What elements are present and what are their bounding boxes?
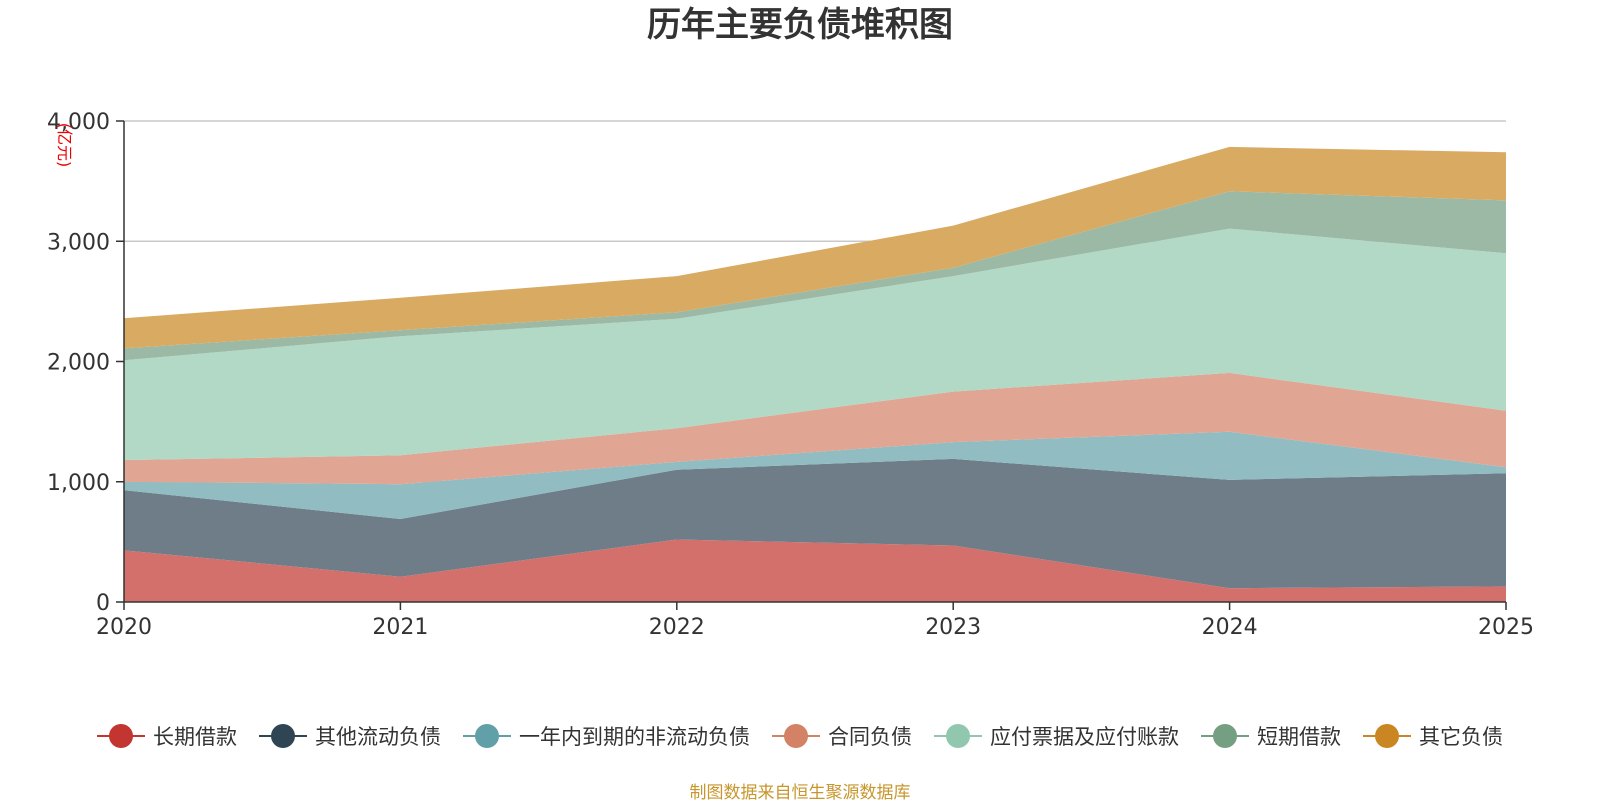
- point-series-6-2023: [951, 224, 955, 228]
- legend-marker-icon: [1201, 724, 1249, 748]
- legend-label: 短期借款: [1257, 725, 1341, 749]
- area-series-4: [124, 228, 1506, 461]
- legend-label: 应付票据及应付账款: [990, 725, 1179, 749]
- legend-item-4[interactable]: 应付票据及应付账款: [934, 721, 1179, 751]
- y-tick-label: 1,000: [47, 471, 110, 496]
- legend-item-1[interactable]: 其他流动负债: [259, 721, 441, 751]
- x-tick-label: 2020: [96, 615, 152, 640]
- legend-marker-icon: [772, 724, 820, 748]
- y-unit-label: (亿元): [55, 123, 74, 168]
- legend-label: 合同负债: [828, 725, 912, 749]
- legend-item-3[interactable]: 合同负债: [772, 721, 912, 751]
- area-series-1: [124, 458, 1506, 589]
- area-series-6: [124, 146, 1506, 349]
- legend-item-2[interactable]: 一年内到期的非流动负债: [463, 721, 750, 751]
- point-series-6-2022: [675, 274, 679, 278]
- legend-item-5[interactable]: 短期借款: [1201, 721, 1341, 751]
- legend: 长期借款 其他流动负债 一年内到期的非流动负债 合同负债 应付票据及应付账款 短期借款 其它…: [0, 716, 1600, 756]
- legend-marker-icon: [463, 724, 511, 748]
- area-series-3: [124, 372, 1506, 485]
- y-tick-label: 3,000: [47, 230, 110, 255]
- y-tick-label: 0: [96, 591, 110, 616]
- area-layer: [124, 145, 1508, 602]
- legend-label: 其他流动负债: [315, 725, 441, 749]
- area-series-2: [124, 431, 1506, 519]
- x-tick-label: 2023: [925, 615, 981, 640]
- area-series-5: [124, 191, 1506, 361]
- y-tick-label: 2,000: [47, 351, 110, 376]
- legend-item-6[interactable]: 其它负债: [1363, 721, 1503, 751]
- y-tick-label: 4,000: [47, 110, 110, 135]
- legend-marker-icon: [97, 724, 145, 748]
- chart-title: 历年主要负债堆积图: [647, 5, 953, 45]
- x-tick-label: 2024: [1202, 615, 1258, 640]
- legend-item-0[interactable]: 长期借款: [97, 721, 237, 751]
- source-note: 制图数据来自恒生聚源数据库: [689, 783, 911, 803]
- legend-label: 一年内到期的非流动负债: [519, 725, 750, 749]
- axis-layer: 0 1,000 2,000 3,000 4,000 2020 2021 2022 2023 202…: [47, 110, 1534, 640]
- legend-label: 长期借款: [153, 725, 237, 749]
- x-tick-label: 2022: [649, 615, 705, 640]
- legend-marker-icon: [259, 724, 307, 748]
- legend-marker-icon: [934, 724, 982, 748]
- point-series-6-2021: [398, 296, 402, 300]
- area-series-0: [124, 539, 1506, 602]
- x-tick-label: 2021: [372, 615, 428, 640]
- legend-marker-icon: [1363, 724, 1411, 748]
- point-series-6-2025: [1504, 150, 1508, 154]
- legend-label: 其它负债: [1419, 725, 1503, 749]
- x-tick-label: 2025: [1478, 615, 1534, 640]
- point-series-6-2024: [1228, 145, 1232, 149]
